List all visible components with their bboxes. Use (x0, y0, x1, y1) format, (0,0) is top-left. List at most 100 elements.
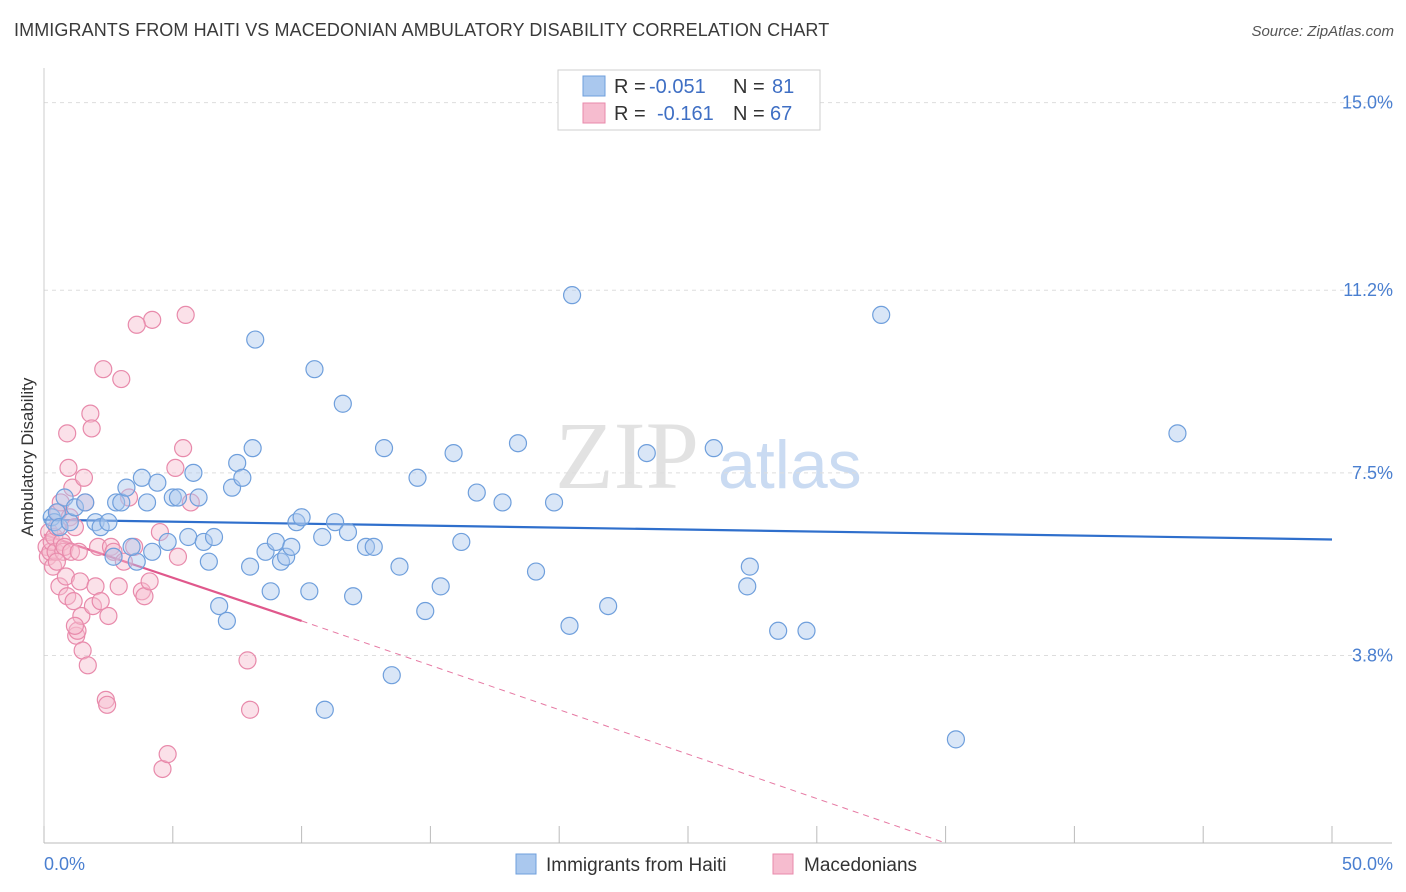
macedonians-point (70, 572, 90, 591)
haiti-point (637, 443, 656, 463)
macedonians-point (174, 439, 193, 458)
source-label: Source: ZipAtlas.com (1251, 23, 1394, 40)
macedonians-point (47, 552, 66, 571)
haiti-point (374, 439, 394, 458)
macedonians-point (168, 547, 188, 566)
haiti-point (738, 577, 757, 596)
haiti-point (132, 468, 151, 487)
haiti-point (305, 360, 324, 379)
haiti-point (246, 330, 265, 349)
haiti-point (562, 286, 582, 305)
y-tick-label: 7.5% (1352, 463, 1393, 483)
haiti-point (872, 305, 891, 325)
haiti-point (243, 439, 262, 458)
tick-labels: 3.8% 7.5% 11.2% 15.0% 0.0% 50.0% (44, 93, 1393, 874)
haiti-point (277, 547, 296, 566)
legend-n-label: N = (733, 103, 765, 125)
macedonians-point (158, 745, 177, 764)
haiti-point (148, 473, 167, 492)
chart-title: IMMIGRANTS FROM HAITI VS MACEDONIAN AMBU… (14, 20, 830, 40)
macedonians-point (69, 542, 88, 561)
haiti-point (163, 488, 182, 507)
haiti-point (338, 522, 358, 542)
macedonians-point (238, 651, 257, 670)
legend-swatch-haiti (515, 853, 537, 875)
x-tick-label: 0.0% (44, 854, 85, 874)
haiti-point (210, 596, 229, 616)
haiti-point (544, 493, 564, 512)
macedonians-point (143, 310, 162, 329)
macedonians-point (81, 404, 100, 423)
macedonians-point (114, 552, 133, 571)
haiti-point (282, 537, 301, 556)
haiti-points (42, 286, 1187, 749)
haiti-point (76, 493, 95, 512)
macedonians-point (61, 542, 81, 561)
macedonians-points (37, 305, 260, 779)
haiti-point (431, 577, 450, 596)
correlation-legend: R = -0.051 N = 81 R = -0.161 N = 67 (557, 69, 821, 131)
haiti-point (1168, 424, 1187, 443)
macedonians-point (166, 458, 185, 478)
macedonians-point (72, 606, 91, 626)
macedonians-point (65, 518, 85, 537)
macedonians-point (91, 592, 110, 611)
haiti-point (292, 508, 311, 527)
haiti-point (261, 582, 280, 601)
haiti-point (493, 493, 512, 512)
haiti-point (526, 562, 546, 581)
legend-n-value: 67 (770, 103, 792, 125)
haiti-point (137, 493, 157, 512)
watermark-zip: ZIP (555, 402, 699, 509)
macedonians-point (112, 369, 131, 389)
haiti-point (740, 557, 759, 576)
y-tick-label: 3.8% (1352, 645, 1393, 665)
macedonians-point (240, 700, 260, 719)
haiti-point (158, 532, 177, 552)
haiti-point (364, 537, 383, 556)
macedonians-point (65, 616, 85, 635)
haiti-point (560, 616, 579, 635)
macedonians-point (68, 621, 87, 640)
macedonians-point (46, 542, 65, 561)
haiti-point (797, 621, 816, 640)
haiti-point (189, 488, 208, 507)
haiti-point (204, 527, 224, 547)
macedonians-point (94, 360, 113, 379)
macedonians-point (78, 656, 97, 675)
haiti-point (315, 700, 334, 719)
haiti-point (99, 513, 118, 532)
macedonians-point (74, 468, 94, 487)
haiti-point (122, 537, 141, 556)
macedonians-point (52, 532, 72, 552)
macedonians-point (140, 572, 159, 591)
haiti-point (408, 468, 427, 487)
y-tick-label: 15.0% (1342, 93, 1393, 113)
haiti-point (266, 532, 285, 552)
haiti-point (382, 666, 401, 685)
haiti-point (325, 513, 345, 532)
series-legend: Immigrants from Haiti Macedonians (515, 853, 917, 876)
haiti-point (467, 483, 486, 502)
haiti-trend-line (43, 518, 1333, 541)
haiti-point (42, 508, 61, 527)
haiti-point (333, 394, 352, 413)
macedonians-point (127, 315, 146, 334)
macedonians-point (176, 305, 195, 325)
legend-swatch-pink (582, 102, 606, 124)
haiti-point (184, 463, 203, 482)
haiti-point (47, 503, 66, 522)
haiti-point (599, 596, 618, 616)
legend-r-label: R = (614, 76, 646, 98)
haiti-point (300, 582, 319, 601)
haiti-point (240, 557, 260, 576)
legend-swatch-blue (582, 75, 606, 97)
macedonians-point (59, 458, 78, 478)
macedonians-point (50, 577, 69, 596)
haiti-point (390, 557, 409, 576)
haiti-point (107, 493, 126, 512)
haiti-point (233, 468, 252, 487)
watermark: ZIP atlas (555, 402, 862, 509)
macedonians-point (150, 522, 170, 542)
